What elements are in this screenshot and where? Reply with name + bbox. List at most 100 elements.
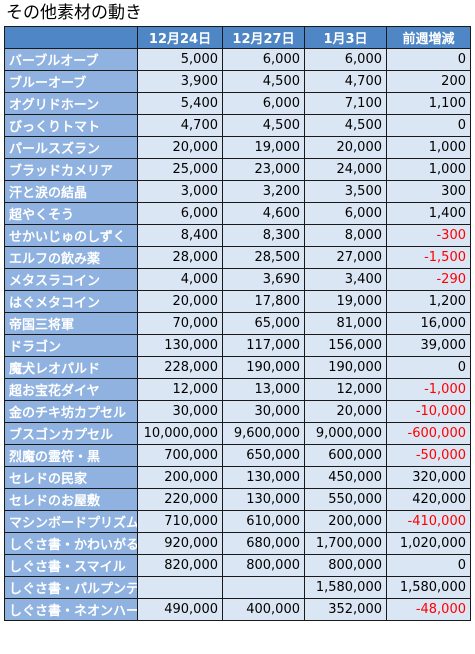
price-date-2: 610,000 bbox=[222, 510, 305, 533]
price-date-2: 3,200 bbox=[222, 180, 305, 203]
price-date-3: 27,000 bbox=[304, 246, 387, 269]
table-row: ドラゴン 130,000 117,000 156,000 39,000 bbox=[4, 334, 471, 357]
price-date-2: 4,500 bbox=[222, 70, 305, 93]
table-row: 超やくそう 6,000 4,600 6,000 1,400 bbox=[4, 202, 471, 225]
price-date-3: 1,700,000 bbox=[304, 532, 387, 555]
price-date-1: 70,000 bbox=[137, 312, 223, 335]
price-date-2: 4,600 bbox=[222, 202, 305, 225]
item-name: 汗と涙の結晶 bbox=[4, 180, 138, 203]
header-change: 前週増減 bbox=[386, 26, 471, 49]
weekly-change: -48,000 bbox=[386, 598, 471, 621]
price-date-3: 19,000 bbox=[304, 290, 387, 313]
table-row: 超お宝花ダイヤ 12,000 13,000 12,000 -1,000 bbox=[4, 378, 471, 401]
table-row: セレドの民家 200,000 130,000 450,000 320,000 bbox=[4, 466, 471, 489]
weekly-change: 300 bbox=[386, 180, 471, 203]
price-date-3: 81,000 bbox=[304, 312, 387, 335]
price-date-2: 6,000 bbox=[222, 48, 305, 71]
price-date-1: 200,000 bbox=[137, 466, 223, 489]
price-date-2: 3,690 bbox=[222, 268, 305, 291]
table-row: メタスラコイン 4,000 3,690 3,400 -290 bbox=[4, 268, 471, 291]
item-name: セレドの民家 bbox=[4, 466, 138, 489]
price-date-3: 3,500 bbox=[304, 180, 387, 203]
price-date-1: 3,900 bbox=[137, 70, 223, 93]
price-date-3: 1,580,000 bbox=[304, 576, 387, 599]
price-date-3: 4,700 bbox=[304, 70, 387, 93]
price-date-2: 30,000 bbox=[222, 400, 305, 423]
price-date-2: 9,600,000 bbox=[222, 422, 305, 445]
price-date-3: 24,000 bbox=[304, 158, 387, 181]
price-date-1: 5,400 bbox=[137, 92, 223, 115]
price-date-1: 20,000 bbox=[137, 136, 223, 159]
item-name: しぐさ書・かわいがる bbox=[4, 532, 138, 555]
price-date-1: 28,000 bbox=[137, 246, 223, 269]
price-table: 12月24日 12月27日 1月3日 前週増減 バーブルオーブ 5,000 6,00… bbox=[4, 26, 471, 621]
item-name: パールスズラン bbox=[4, 136, 138, 159]
weekly-change: 0 bbox=[386, 554, 471, 577]
price-date-3: 550,000 bbox=[304, 488, 387, 511]
price-date-1: 30,000 bbox=[137, 400, 223, 423]
price-date-3: 3,400 bbox=[304, 268, 387, 291]
price-date-3: 200,000 bbox=[304, 510, 387, 533]
item-name: しぐさ書・スマイル bbox=[4, 554, 138, 577]
table-row: 汗と涙の結晶 3,000 3,200 3,500 300 bbox=[4, 180, 471, 203]
weekly-change: -1,500 bbox=[386, 246, 471, 269]
price-date-3: 190,000 bbox=[304, 356, 387, 379]
weekly-change: 0 bbox=[386, 48, 471, 71]
price-date-2 bbox=[222, 576, 305, 599]
price-date-2: 130,000 bbox=[222, 488, 305, 511]
weekly-change: -300 bbox=[386, 224, 471, 247]
weekly-change: -50,000 bbox=[386, 444, 471, 467]
item-name: メタスラコイン bbox=[4, 268, 138, 291]
price-date-1: 710,000 bbox=[137, 510, 223, 533]
weekly-change: 420,000 bbox=[386, 488, 471, 511]
table-row: びっくりトマト 4,700 4,500 4,500 0 bbox=[4, 114, 471, 137]
item-name: びっくりトマト bbox=[4, 114, 138, 137]
item-name: しぐさ書・ネオンハート bbox=[4, 598, 138, 621]
price-date-1: 490,000 bbox=[137, 598, 223, 621]
table-row: ブスゴンカプセル 10,000,000 9,600,000 9,000,000 -600… bbox=[4, 422, 471, 445]
weekly-change: 1,000 bbox=[386, 158, 471, 181]
header-date-2: 12月27日 bbox=[222, 26, 305, 49]
weekly-change: 1,100 bbox=[386, 92, 471, 115]
price-date-1: 700,000 bbox=[137, 444, 223, 467]
price-date-1: 20,000 bbox=[137, 290, 223, 313]
item-name: 超やくそう bbox=[4, 202, 138, 225]
price-date-2: 19,000 bbox=[222, 136, 305, 159]
weekly-change: 1,020,000 bbox=[386, 532, 471, 555]
table-row: せかいじゅのしずく 8,400 8,300 8,000 -300 bbox=[4, 224, 471, 247]
price-date-2: 130,000 bbox=[222, 466, 305, 489]
table-row: 魔犬レオパルド 228,000 190,000 190,000 0 bbox=[4, 356, 471, 379]
table-row: マシンボードプリズム 710,000 610,000 200,000 -410,000 bbox=[4, 510, 471, 533]
weekly-change: 1,580,000 bbox=[386, 576, 471, 599]
item-name: エルフの飲み薬 bbox=[4, 246, 138, 269]
price-date-2: 28,500 bbox=[222, 246, 305, 269]
price-date-2: 190,000 bbox=[222, 356, 305, 379]
price-date-3: 12,000 bbox=[304, 378, 387, 401]
weekly-change: 1,200 bbox=[386, 290, 471, 313]
item-name: バーブルオーブ bbox=[4, 48, 138, 71]
price-date-1: 12,000 bbox=[137, 378, 223, 401]
price-date-3: 6,000 bbox=[304, 48, 387, 71]
price-date-2: 800,000 bbox=[222, 554, 305, 577]
price-date-1: 228,000 bbox=[137, 356, 223, 379]
weekly-change: 0 bbox=[386, 114, 471, 137]
price-date-2: 6,000 bbox=[222, 92, 305, 115]
price-date-2: 23,000 bbox=[222, 158, 305, 181]
price-date-3: 7,100 bbox=[304, 92, 387, 115]
item-name: しぐさ書・パルプンテ bbox=[4, 576, 138, 599]
price-date-1: 3,000 bbox=[137, 180, 223, 203]
weekly-change: 1,400 bbox=[386, 202, 471, 225]
table-row: エルフの飲み薬 28,000 28,500 27,000 -1,500 bbox=[4, 246, 471, 269]
price-date-2: 8,300 bbox=[222, 224, 305, 247]
header-date-1: 12月24日 bbox=[137, 26, 223, 49]
price-date-3: 450,000 bbox=[304, 466, 387, 489]
price-date-1: 10,000,000 bbox=[137, 422, 223, 445]
item-name: 帝国三将軍 bbox=[4, 312, 138, 335]
weekly-change: -600,000 bbox=[386, 422, 471, 445]
price-date-1: 5,000 bbox=[137, 48, 223, 71]
item-name: 烈魔の霊符・黒 bbox=[4, 444, 138, 467]
weekly-change: 1,000 bbox=[386, 136, 471, 159]
price-date-2: 17,800 bbox=[222, 290, 305, 313]
weekly-change: 0 bbox=[386, 356, 471, 379]
